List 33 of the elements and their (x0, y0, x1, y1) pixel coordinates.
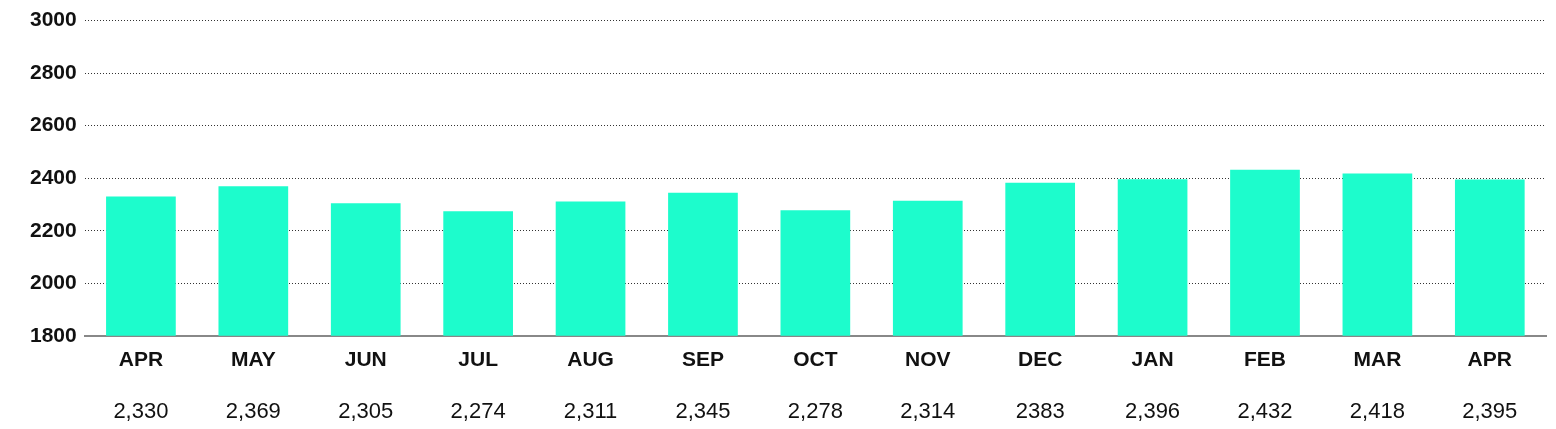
x-tick-label: JAN (1131, 347, 1174, 371)
data-label: 2,274 (450, 398, 506, 424)
y-tick-label: 2400 (30, 165, 77, 188)
data-label: 2383 (1015, 398, 1065, 424)
x-tick-label: MAR (1353, 347, 1402, 371)
x-tick-label: FEB (1243, 347, 1286, 371)
x-tick-label: APR (1467, 347, 1512, 371)
y-tick-label: 2000 (30, 270, 77, 294)
data-label: 2,395 (1462, 398, 1518, 424)
data-label: 2,330 (113, 398, 169, 424)
data-label: 2,278 (787, 398, 843, 424)
data-label: 2,369 (225, 398, 281, 424)
x-tick-label: JUL (458, 347, 499, 371)
data-label: 2,396 (1125, 398, 1181, 424)
y-tick-label: 3000 (30, 7, 77, 31)
y-tick-label: 2800 (30, 59, 77, 83)
x-tick-label: AUG (567, 347, 614, 371)
data-label: 2,311 (563, 398, 618, 424)
x-tick-label: OCT (793, 347, 838, 371)
x-tick-label: MAY (230, 347, 276, 371)
data-label: 2,418 (1349, 398, 1405, 424)
y-tick-label: 2200 (30, 217, 77, 241)
x-tick-label: DEC (1018, 347, 1063, 371)
data-label: 2,305 (338, 398, 394, 424)
data-label: 2,432 (1237, 398, 1293, 424)
data-label: 2,314 (900, 398, 956, 424)
data-label: 2,345 (675, 398, 731, 424)
y-tick-label: 1800 (30, 322, 77, 346)
x-tick-label: SEP (681, 347, 724, 371)
x-tick-label: APR (118, 347, 164, 371)
x-tick-label: JUN (344, 347, 387, 371)
x-tick-label: NOV (905, 347, 951, 371)
y-tick-label: 2600 (30, 112, 77, 136)
